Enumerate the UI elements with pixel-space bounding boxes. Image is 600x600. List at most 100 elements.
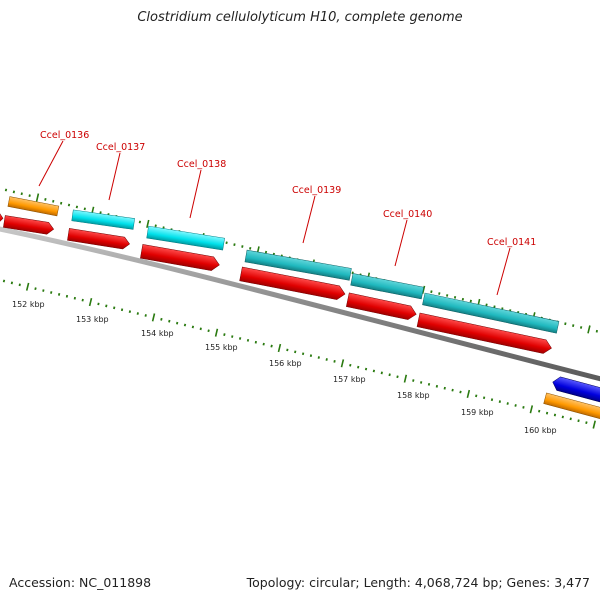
gene-label[interactable]: Ccel_0140 [383, 209, 432, 220]
tick-minor [154, 224, 157, 228]
tick-minor [83, 207, 86, 211]
tick-minor [349, 363, 352, 367]
tick-minor [191, 325, 195, 329]
gene-bar-cyan[interactable] [146, 225, 225, 251]
tick-minor [475, 394, 478, 398]
tick-minor [233, 243, 236, 246]
tick-minor [57, 292, 61, 296]
tick-minor [380, 371, 383, 375]
tick-minor [388, 373, 391, 377]
tick-minor [20, 192, 23, 196]
tick-minor [168, 319, 171, 323]
tick-minor [262, 342, 265, 346]
tick-minor [294, 350, 297, 354]
tick-minor [75, 205, 79, 209]
gene-label[interactable]: Ccel_0139 [292, 185, 341, 196]
gene-label[interactable]: Ccel_0141 [487, 237, 536, 248]
tick-minor [396, 375, 399, 379]
tick-minor [138, 220, 142, 224]
gene-label[interactable]: Ccel_0136 [40, 130, 89, 141]
tick-minor [207, 329, 210, 333]
tick-minor [545, 411, 549, 415]
tick-minor [67, 203, 71, 207]
tick-minor [176, 321, 179, 325]
tick-minor [427, 382, 431, 386]
cds-arrow[interactable] [67, 228, 130, 250]
cds-arrow[interactable] [239, 266, 347, 301]
tick-minor [254, 340, 257, 344]
gene-bar-orange[interactable] [543, 392, 600, 420]
tick-minor [451, 388, 454, 392]
kbp-scale: 152 kbp 153 kbp 154 kbp 155 kbp 156 kbp … [12, 300, 557, 435]
tick-minor [81, 298, 84, 302]
label-leaders [38, 140, 511, 296]
tick-major [88, 298, 93, 307]
tick-minor [199, 327, 202, 331]
kbp-label: 152 kbp [12, 300, 45, 309]
tick-minor [420, 381, 423, 384]
tick-minor [469, 299, 472, 303]
tick-minor [443, 386, 446, 390]
gene-bar-teal[interactable] [422, 292, 560, 334]
tick-minor [120, 308, 124, 312]
kbp-label: 160 kbp [524, 426, 557, 435]
tick-minor [430, 290, 433, 294]
tick-minor [325, 358, 328, 361]
tick-row-lower [2, 279, 596, 429]
tick-minor [18, 283, 21, 287]
gene-bar-cyan[interactable] [71, 209, 135, 230]
tick-major [146, 219, 150, 228]
tick-minor [514, 404, 517, 407]
cds-arrow[interactable] [416, 312, 553, 355]
tick-minor [333, 360, 336, 363]
tick-minor [490, 398, 494, 402]
gene-label[interactable]: Ccel_0138 [177, 159, 226, 170]
tick-minor [2, 279, 6, 283]
tick-minor [577, 419, 580, 423]
tick-minor [128, 310, 132, 314]
kbp-label: 155 kbp [205, 343, 238, 352]
gene-label[interactable]: Ccel_0137 [96, 142, 145, 153]
cds-arrow[interactable] [346, 292, 417, 321]
tick-minor [12, 190, 16, 194]
tick-minor [113, 306, 116, 310]
tick-major [587, 325, 591, 334]
kbp-label: 158 kbp [397, 391, 430, 400]
tick-minor [65, 294, 69, 298]
tick-major [592, 420, 596, 429]
tick-row-upper [4, 188, 598, 334]
tick-major [403, 374, 408, 383]
tick-minor [538, 409, 541, 413]
genome-summary-text: Topology: circular; Length: 4,068,724 bp… [246, 575, 590, 590]
tick-minor [28, 194, 31, 197]
gene-bar-teal[interactable] [350, 273, 424, 300]
tick-minor [561, 415, 564, 419]
tick-minor [246, 338, 250, 342]
gene-arrow-blue[interactable] [551, 375, 600, 404]
tick-minor [10, 281, 14, 285]
tick-major [151, 313, 156, 322]
kbp-label: 153 kbp [76, 315, 109, 324]
cds-arrow[interactable] [140, 244, 220, 272]
tick-minor [564, 322, 567, 326]
gene-bar-orange[interactable] [7, 196, 60, 217]
tick-major [25, 282, 30, 291]
cds-arrow[interactable] [0, 211, 4, 225]
tick-minor [482, 396, 486, 400]
tick-minor [309, 354, 313, 357]
tick-minor [238, 337, 242, 340]
tick-major [35, 193, 40, 202]
tick-minor [485, 303, 488, 307]
tick-major [340, 359, 345, 368]
tick-major [421, 285, 426, 294]
tick-minor [241, 245, 244, 248]
tick-minor [412, 379, 415, 382]
gene-bar-teal[interactable] [244, 249, 352, 281]
tick-minor [231, 335, 234, 338]
tick-minor [270, 344, 273, 348]
tick-minor [160, 317, 163, 321]
tick-major [277, 343, 282, 353]
cds-arrow[interactable] [3, 215, 55, 235]
tick-minor [461, 297, 465, 301]
kbp-label: 156 kbp [269, 359, 302, 368]
